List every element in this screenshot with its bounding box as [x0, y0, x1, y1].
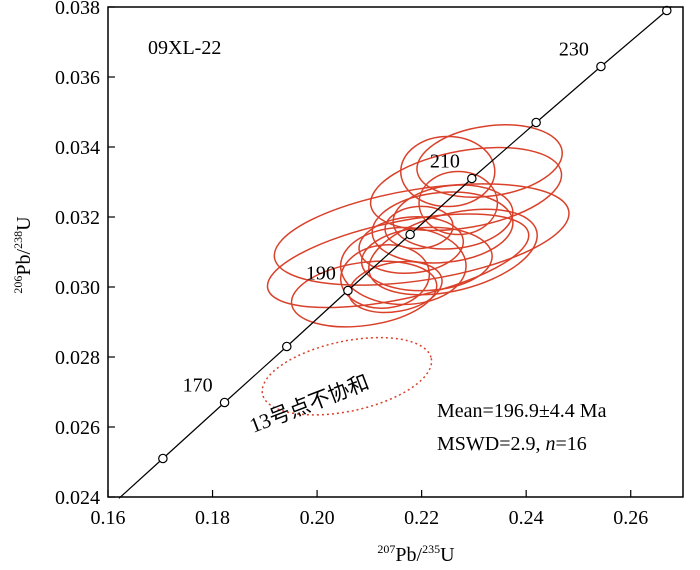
y-axis-label: 206Pb/238U: [11, 216, 35, 294]
x-tick-label: 0.20: [300, 507, 335, 529]
sample-label: 09XL-22: [148, 37, 221, 59]
age-marker: [467, 173, 477, 184]
age-label: 230: [559, 39, 589, 61]
age-label: 210: [430, 151, 460, 173]
concordia-layer: 170 190 210 230: [118, 5, 672, 499]
error-ellipse: [348, 260, 443, 314]
age-marker: [281, 341, 292, 352]
y-tick-label: 0.024: [55, 487, 100, 509]
x-tick-label: 0.18: [195, 507, 230, 529]
concordia-curve: [118, 6, 672, 499]
x-tick-label: 0.26: [613, 507, 648, 529]
error-ellipse: [392, 184, 514, 250]
age-label: 190: [306, 263, 336, 285]
discordant-ellipse: [261, 336, 433, 416]
age-marker: [158, 453, 168, 464]
error-ellipse: [290, 260, 438, 328]
discordant-note: 13号点不协和: [246, 370, 372, 438]
error-ellipse: [399, 135, 496, 208]
age-marker: [219, 397, 230, 408]
x-axis-label: 207Pb/235U: [377, 542, 455, 566]
age-marker: [343, 285, 353, 296]
x-tick-label: 0.22: [404, 507, 439, 529]
x-axis-main1: Pb/: [395, 544, 422, 566]
x-axis-sup2: 235: [422, 542, 440, 556]
age-label: 170: [183, 375, 213, 397]
mswd-prefix: MSWD=2.9,: [437, 433, 546, 455]
error-ellipse: [358, 215, 465, 275]
x-axis-main2: U: [440, 544, 455, 566]
age-marker: [531, 117, 541, 128]
mswd-label: MSWD=2.9, n=16: [437, 433, 587, 455]
y-tick-label: 0.026: [55, 417, 100, 439]
error-ellipse: [368, 208, 538, 296]
mswd-n: n: [546, 433, 556, 455]
x-axis-sup1: 207: [377, 542, 395, 556]
age-marker: [596, 61, 606, 72]
y-tick-label: 0.034: [55, 137, 100, 159]
ticks-layer: 0.16 0.18 0.20 0.22 0.24 0.26 0.024 0.026 0.028 0…: [55, 0, 648, 529]
mswd-suffix: =16: [556, 433, 587, 455]
age-marker: [405, 229, 415, 240]
y-axis-sup2: 238: [11, 231, 25, 249]
error-ellipse: [339, 226, 467, 306]
y-tick-label: 0.036: [55, 67, 100, 89]
y-axis-main1: Pb/: [13, 248, 35, 275]
y-tick-label: 0.032: [55, 207, 100, 229]
y-tick-label: 0.030: [55, 277, 100, 299]
x-tick-label: 0.24: [509, 507, 544, 529]
mean-age-label: Mean=196.9±4.4 Ma: [437, 400, 607, 422]
y-axis-main2: U: [13, 216, 35, 231]
error-ellipse: [384, 205, 454, 250]
ellipses-layer: [261, 124, 570, 416]
x-tick-label: 0.16: [91, 507, 126, 529]
y-axis-sup1: 206: [11, 276, 25, 294]
error-ellipse: [369, 146, 563, 232]
y-tick-label: 0.038: [55, 0, 100, 19]
error-ellipse: [416, 124, 563, 198]
y-tick-label: 0.028: [55, 347, 100, 369]
error-ellipse: [266, 213, 530, 309]
error-ellipse: [371, 191, 514, 264]
error-ellipse: [418, 170, 499, 236]
plot-frame: [107, 6, 684, 498]
